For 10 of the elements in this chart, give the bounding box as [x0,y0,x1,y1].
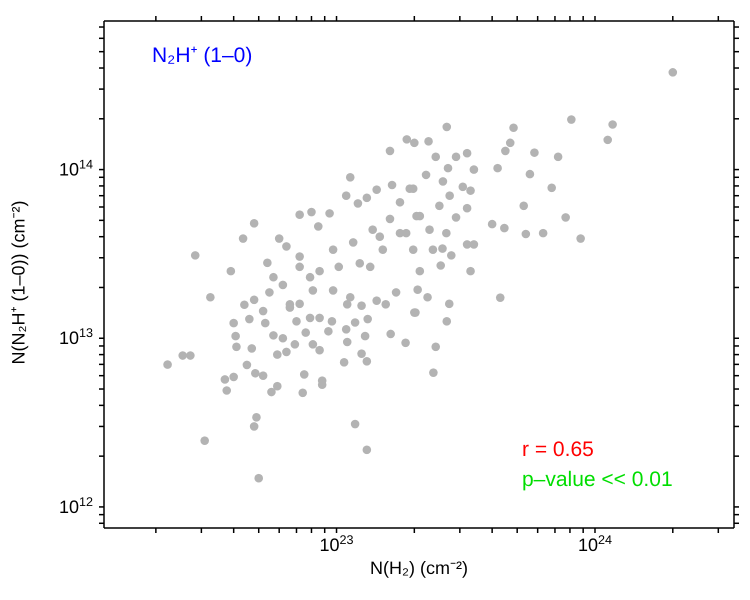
x-tick-label: 10$^{24}$ [578,533,612,555]
annotation: N₂H⁺ (1–0) [152,44,252,67]
y-tick-label: 10$^{14}$ [58,158,93,180]
annotation: r = 0.65 [522,438,594,461]
x-tick-label: 10$^{23}$ [320,533,354,555]
y-tick-label: 10$^{13}$ [58,326,93,348]
x-axis-title: N(H₂) (cm⁻²) [370,558,468,578]
y-axis-title: N(N₂H⁺ (1–0)) (cm⁻²) [8,200,28,364]
annotation: p–value << 0.01 [522,468,673,491]
y-tick-label: 10$^{12}$ [58,494,93,517]
